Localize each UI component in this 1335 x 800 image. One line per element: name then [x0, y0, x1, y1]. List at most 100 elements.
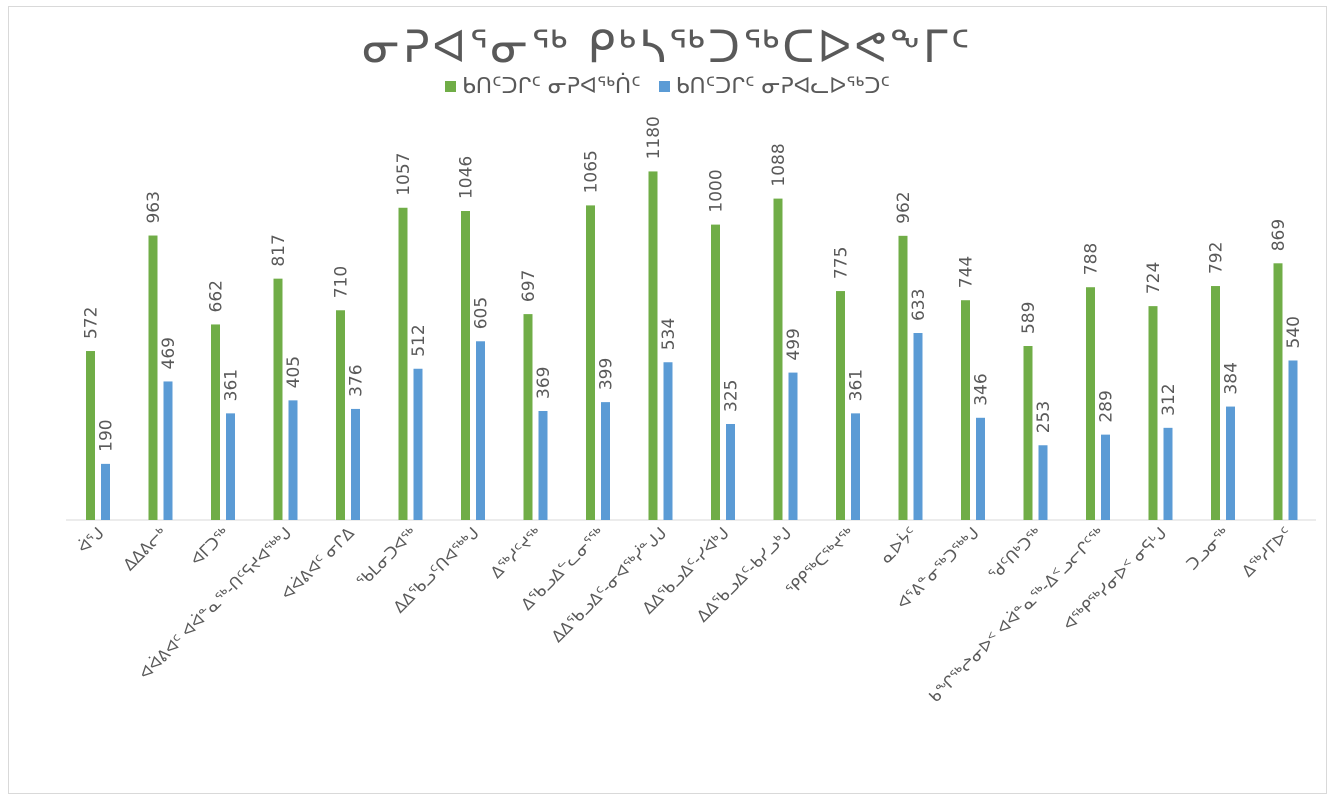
bar-series-1-4: [336, 310, 345, 520]
bar-series-2-12: [851, 413, 860, 520]
bar-series-2-13: [913, 333, 923, 520]
legend-item-series-1: ᑲᑎᑦᑐᒋᑦ ᓂᕈᐊᖅᑏᑦ: [445, 74, 641, 99]
bar-series-2-0: [101, 463, 110, 520]
data-label-series-1-18: 792: [1207, 242, 1227, 274]
category-label-9: ᐃᐃᖃᓗᐃᑦ-ᓂᐊᖅᓰᓐᒍᒍ: [548, 523, 671, 646]
data-label-series-2-2: 361: [222, 369, 242, 401]
data-label-series-2-6: 605: [472, 297, 492, 329]
bar-series-1-9: [648, 171, 658, 521]
bar-series-1-15: [1023, 346, 1033, 520]
bar-series-2-18: [1226, 406, 1235, 520]
bar-series-2-9: [663, 362, 673, 520]
category-label-0: ᐋᕐᒍ: [74, 523, 108, 557]
data-label-series-2-4: 376: [347, 364, 367, 396]
data-label-series-1-15: 589: [1019, 302, 1039, 334]
bar-series-1-7: [523, 314, 533, 520]
legend-label-series-1: ᑲᑎᑦᑐᒋᑦ ᓂᕈᐊᖅᑏᑦ: [462, 74, 641, 99]
category-label-5: ᖃᒪᓂᑐᐊᖅ: [353, 523, 421, 591]
bar-series-1-16: [1086, 287, 1095, 520]
data-label-series-2-16: 289: [1097, 390, 1117, 422]
data-label-series-2-9: 534: [659, 318, 679, 350]
bar-series-1-0: [86, 351, 95, 520]
data-label-series-1-4: 710: [332, 266, 352, 298]
data-label-series-2-7: 369: [534, 367, 554, 399]
bar-series-2-2: [226, 413, 235, 520]
category-label-15: ᖁᑦᑎᒃᑐᖅ: [985, 523, 1046, 584]
bar-series-2-17: [1163, 427, 1173, 520]
data-label-series-2-11: 499: [784, 328, 804, 360]
bar-series-2-8: [601, 402, 610, 520]
data-label-series-2-8: 399: [597, 358, 617, 390]
legend-label-series-2: ᑲᑎᑦᑐᒋᑦ ᓂᕈᐊᓚᐅᖅᑐᑦ: [675, 74, 890, 99]
category-label-2: ᐊᒥᑐᖅ: [187, 523, 233, 569]
data-label-series-1-8: 1065: [582, 150, 602, 193]
legend-swatch-series-2: [658, 81, 670, 92]
data-label-series-1-2: 662: [207, 280, 227, 312]
data-label-series-1-19: 869: [1269, 219, 1289, 251]
data-label-series-2-10: 325: [722, 380, 742, 412]
category-label-7: ᐃᖅᓱᑦᔪᖅ: [487, 523, 546, 582]
category-label-18: ᑐᓗᓂᖅ: [1183, 523, 1233, 573]
bar-series-1-13: [898, 235, 908, 520]
data-label-series-2-5: 512: [409, 324, 429, 356]
data-label-series-1-10: 1000: [707, 169, 727, 212]
category-label-13: ᓇᐅᔮᑦ: [877, 523, 921, 567]
legend-swatch-series-1: [445, 81, 457, 92]
data-label-series-2-19: 540: [1284, 316, 1304, 348]
data-label-series-2-13: 633: [909, 289, 929, 321]
bar-series-1-10: [711, 224, 720, 520]
data-label-series-2-12: 361: [847, 369, 867, 401]
data-label-series-2-15: 253: [1034, 401, 1054, 433]
category-label-19: ᐃᖅᓱᒥᐅᑦ: [1238, 523, 1295, 580]
bar-series-1-8: [586, 205, 595, 521]
data-label-series-1-16: 788: [1082, 243, 1102, 275]
bar-series-1-19: [1273, 263, 1283, 520]
legend-item-series-2: ᑲᑎᑦᑐᒋᑦ ᓂᕈᐊᓚᐅᖅᑐᑦ: [658, 74, 890, 99]
bar-series-1-2: [211, 324, 220, 520]
bar-series-2-5: [413, 368, 423, 520]
legend: ᑲᑎᑦᑐᒋᑦ ᓂᕈᐊᖅᑏᑦ ᑲᑎᑦᑐᒋᑦ ᓂᕈᐊᓚᐅᖅᑐᑦ: [0, 74, 1335, 99]
bar-series-2-1: [163, 381, 173, 520]
bar-series-1-12: [836, 291, 845, 520]
bar-series-1-1: [148, 235, 158, 521]
bar-series-1-17: [1148, 306, 1158, 520]
bar-series-1-14: [961, 300, 970, 520]
data-label-series-1-12: 775: [832, 247, 852, 279]
category-label-1: ᐃᐃᕕᓕᒃ: [119, 523, 170, 574]
bar-series-2-15: [1038, 445, 1048, 520]
data-label-series-2-1: 469: [159, 337, 179, 369]
data-label-series-1-17: 724: [1144, 262, 1164, 294]
bar-series-1-6: [461, 211, 470, 520]
bar-series-2-6: [476, 341, 485, 520]
data-label-series-2-18: 384: [1222, 362, 1242, 394]
bar-series-1-5: [398, 207, 408, 520]
bar-series-1-18: [1211, 286, 1220, 520]
bar-series-2-11: [788, 372, 798, 520]
data-label-series-1-5: 1057: [394, 152, 414, 195]
bar-series-2-14: [976, 417, 985, 520]
data-label-series-1-0: 572: [82, 307, 102, 339]
data-label-series-1-7: 697: [519, 270, 539, 302]
data-label-series-1-9: 1180: [644, 116, 664, 159]
data-label-series-2-17: 312: [1159, 383, 1179, 415]
category-label-12: ᕿᑭᖅᑕᖅᔪᖅ: [782, 523, 858, 599]
category-label-17: ᐊᖅᑭᖅᓯᓂᐅᑉ ᓂᕋᒡᒍ: [1059, 523, 1170, 634]
data-label-series-2-14: 346: [972, 373, 992, 405]
bar-series-2-10: [726, 423, 735, 520]
bar-series-2-7: [538, 410, 548, 520]
bar-series-2-19: [1288, 360, 1298, 520]
bar-series-1-11: [773, 198, 783, 520]
data-label-series-1-14: 744: [957, 256, 977, 288]
data-label-series-2-0: 190: [97, 419, 117, 451]
data-label-series-2-3: 405: [284, 356, 304, 388]
bar-series-2-3: [288, 400, 298, 520]
bar-series-2-4: [351, 408, 360, 520]
data-label-series-1-6: 1046: [457, 156, 477, 199]
data-label-series-1-3: 817: [269, 234, 289, 266]
data-label-series-1-1: 963: [144, 191, 164, 223]
data-label-series-1-13: 962: [894, 191, 914, 223]
bar-series-1-3: [273, 278, 283, 520]
chart-title: ᓂᕈᐊᕐᓂᖅ ᑭᒃᓴᖅᑐᖅᑕᐅᕙᖕᒥᑦ: [362, 22, 973, 73]
data-label-series-1-11: 1088: [769, 143, 789, 186]
